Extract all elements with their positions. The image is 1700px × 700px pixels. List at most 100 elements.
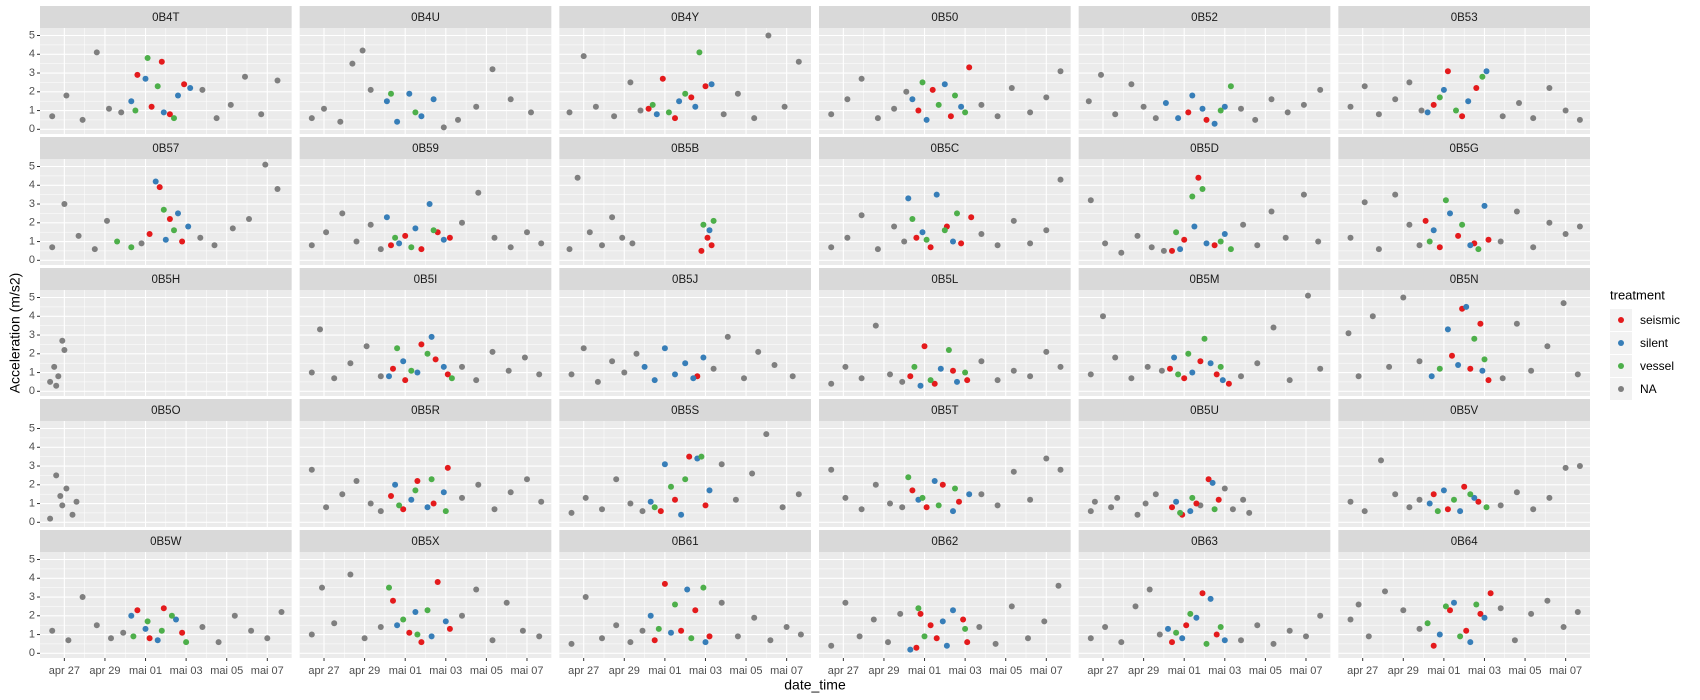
point [676, 98, 683, 105]
point [994, 377, 1001, 384]
point [651, 637, 658, 644]
point [199, 624, 206, 630]
strip [40, 6, 292, 28]
point [1169, 504, 1175, 511]
point [568, 371, 575, 378]
point [1254, 242, 1261, 249]
point [1177, 509, 1184, 516]
point [1152, 115, 1159, 122]
point [907, 373, 914, 380]
point [1530, 244, 1537, 251]
point [53, 472, 60, 479]
point [1485, 236, 1492, 243]
point [1347, 616, 1354, 623]
point [661, 345, 668, 352]
x-tick-label: apr 27 [1347, 665, 1378, 677]
point [1213, 371, 1220, 378]
point [1217, 624, 1224, 630]
point [718, 461, 725, 468]
y-tick-label: 3 [29, 198, 35, 210]
point [659, 75, 666, 82]
point [734, 633, 741, 640]
strip-label: 0B62 [931, 536, 958, 548]
point [1430, 642, 1437, 649]
point [700, 354, 707, 361]
point [1347, 103, 1354, 110]
point [278, 609, 285, 615]
point [1434, 508, 1441, 515]
point [106, 105, 112, 112]
legend-marker [1618, 317, 1624, 323]
point [1171, 354, 1178, 361]
point [702, 83, 709, 90]
point [1286, 627, 1293, 634]
point [915, 107, 922, 114]
point [637, 107, 644, 114]
point [1167, 365, 1173, 372]
x-tick-label: mai 03 [949, 665, 982, 677]
strip [1338, 137, 1590, 159]
point [1229, 506, 1236, 513]
point [1485, 377, 1492, 384]
point [1513, 320, 1520, 327]
point [331, 620, 338, 627]
point [108, 635, 114, 642]
point [388, 242, 394, 249]
legend-label: NA [1640, 382, 1657, 396]
strip-label: 0B5R [411, 405, 440, 417]
point [274, 77, 281, 84]
point [367, 86, 374, 93]
point [672, 371, 678, 378]
point [1173, 229, 1180, 236]
point [789, 373, 796, 380]
point [363, 343, 370, 350]
point [1392, 191, 1399, 198]
point [931, 380, 938, 387]
point [950, 607, 956, 614]
point [1100, 313, 1106, 320]
point [732, 496, 739, 503]
point [779, 504, 786, 511]
point [175, 92, 181, 99]
point [118, 109, 125, 116]
point [1459, 221, 1466, 228]
y-tick-label: 3 [29, 591, 35, 603]
x-tick-label: mai 07 [1030, 665, 1063, 677]
point [79, 116, 86, 123]
point [1043, 94, 1050, 101]
point [1369, 313, 1376, 320]
point [353, 478, 360, 484]
legend-marker [1618, 386, 1624, 392]
x-tick-label: mai 07 [510, 665, 543, 677]
point [1238, 105, 1244, 112]
point [323, 229, 330, 236]
point [1057, 176, 1064, 183]
point [160, 206, 167, 213]
point [377, 508, 384, 515]
point [645, 105, 652, 112]
point [899, 378, 906, 385]
point [144, 55, 151, 61]
point [966, 491, 973, 498]
point [627, 500, 634, 507]
point [913, 644, 920, 651]
point [599, 635, 605, 642]
point [475, 481, 482, 488]
point [627, 79, 634, 86]
x-tick-label: mai 07 [1549, 665, 1582, 677]
point [1205, 476, 1212, 483]
point [1158, 367, 1165, 374]
point [897, 610, 904, 617]
point [947, 113, 954, 120]
point [1189, 92, 1196, 99]
point [171, 115, 177, 122]
y-tick-label: 5 [29, 160, 35, 172]
point [1215, 496, 1222, 503]
y-tick-label: 4 [29, 441, 35, 453]
point [960, 616, 967, 623]
strip [559, 137, 811, 159]
strip [40, 530, 292, 552]
point [1576, 463, 1583, 469]
point [475, 189, 482, 196]
point [767, 637, 774, 644]
